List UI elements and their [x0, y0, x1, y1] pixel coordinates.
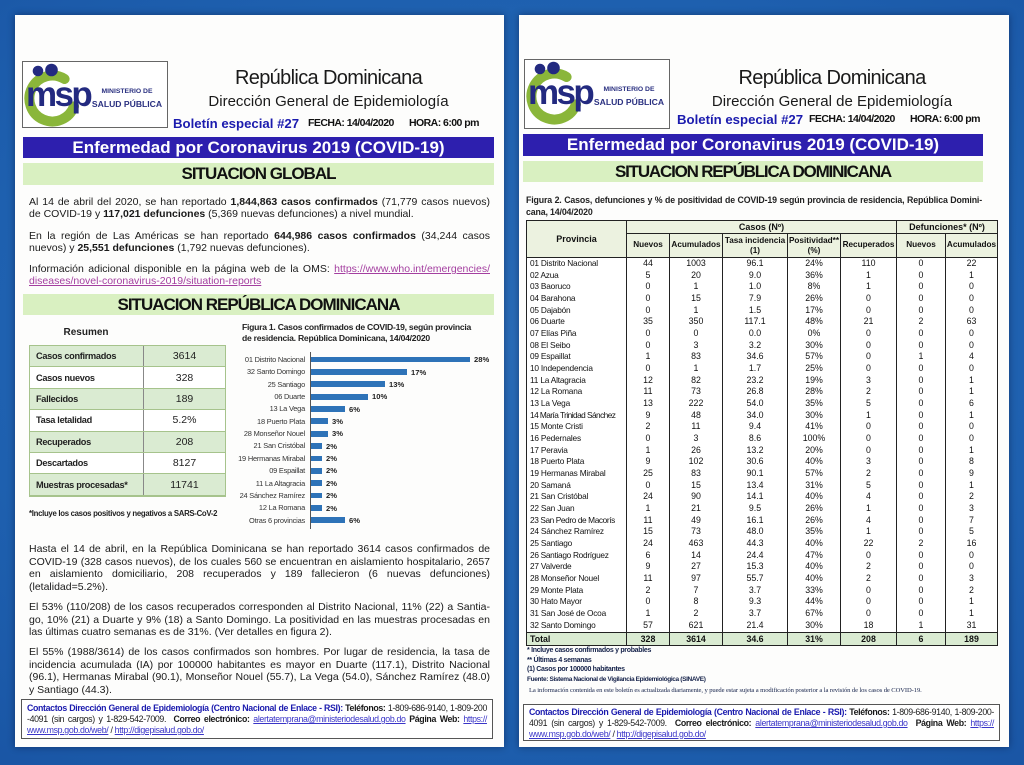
svg-text:SALUD PÚBLICA: SALUD PÚBLICA — [92, 98, 162, 109]
svg-text:msp: msp — [528, 73, 593, 112]
svg-text:SALUD PÚBLICA: SALUD PÚBLICA — [594, 96, 664, 107]
svg-text:MINISTERIO DE: MINISTERIO DE — [102, 88, 153, 95]
svg-text:MINISTERIO DE: MINISTERIO DE — [604, 86, 655, 93]
svg-text:msp: msp — [26, 75, 91, 114]
